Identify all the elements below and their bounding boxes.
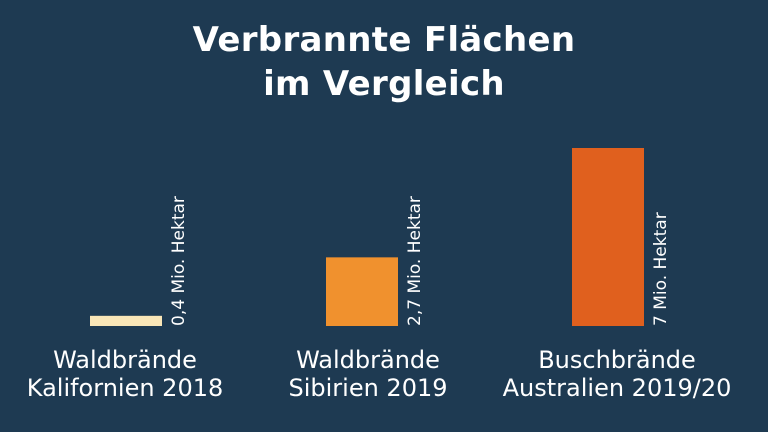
chart-title-line-1: Verbrannte Flächen bbox=[192, 20, 576, 60]
chart-title-line-2: im Vergleich bbox=[263, 64, 505, 104]
value-label-sibirien: 2,7 Mio. Hektar bbox=[405, 196, 425, 326]
category-label-sibirien-line-1: Waldbrände bbox=[296, 346, 440, 374]
category-label-australien-line-2: Australien 2019/20 bbox=[502, 374, 732, 402]
bar-kalifornien bbox=[90, 315, 162, 326]
bar-australien bbox=[572, 148, 644, 326]
value-label-kalifornien: 0,4 Mio. Hektar bbox=[169, 196, 189, 326]
category-label-sibirien-line-2: Sibirien 2019 bbox=[288, 374, 448, 402]
category-label-kalifornien: Waldbrände Kalifornien 2018 bbox=[0, 346, 255, 402]
category-label-australien: Buschbrände Australien 2019/20 bbox=[487, 346, 747, 402]
value-label-australien: 7 Mio. Hektar bbox=[651, 212, 671, 326]
category-label-sibirien: Waldbrände Sibirien 2019 bbox=[238, 346, 498, 402]
bar-sibirien bbox=[326, 257, 398, 326]
category-label-kalifornien-line-1: Waldbrände bbox=[53, 346, 197, 374]
chart-title: Verbrannte Flächen im Vergleich bbox=[0, 18, 768, 106]
category-label-kalifornien-line-2: Kalifornien 2018 bbox=[26, 374, 224, 402]
category-label-australien-line-1: Buschbrände bbox=[538, 346, 696, 374]
